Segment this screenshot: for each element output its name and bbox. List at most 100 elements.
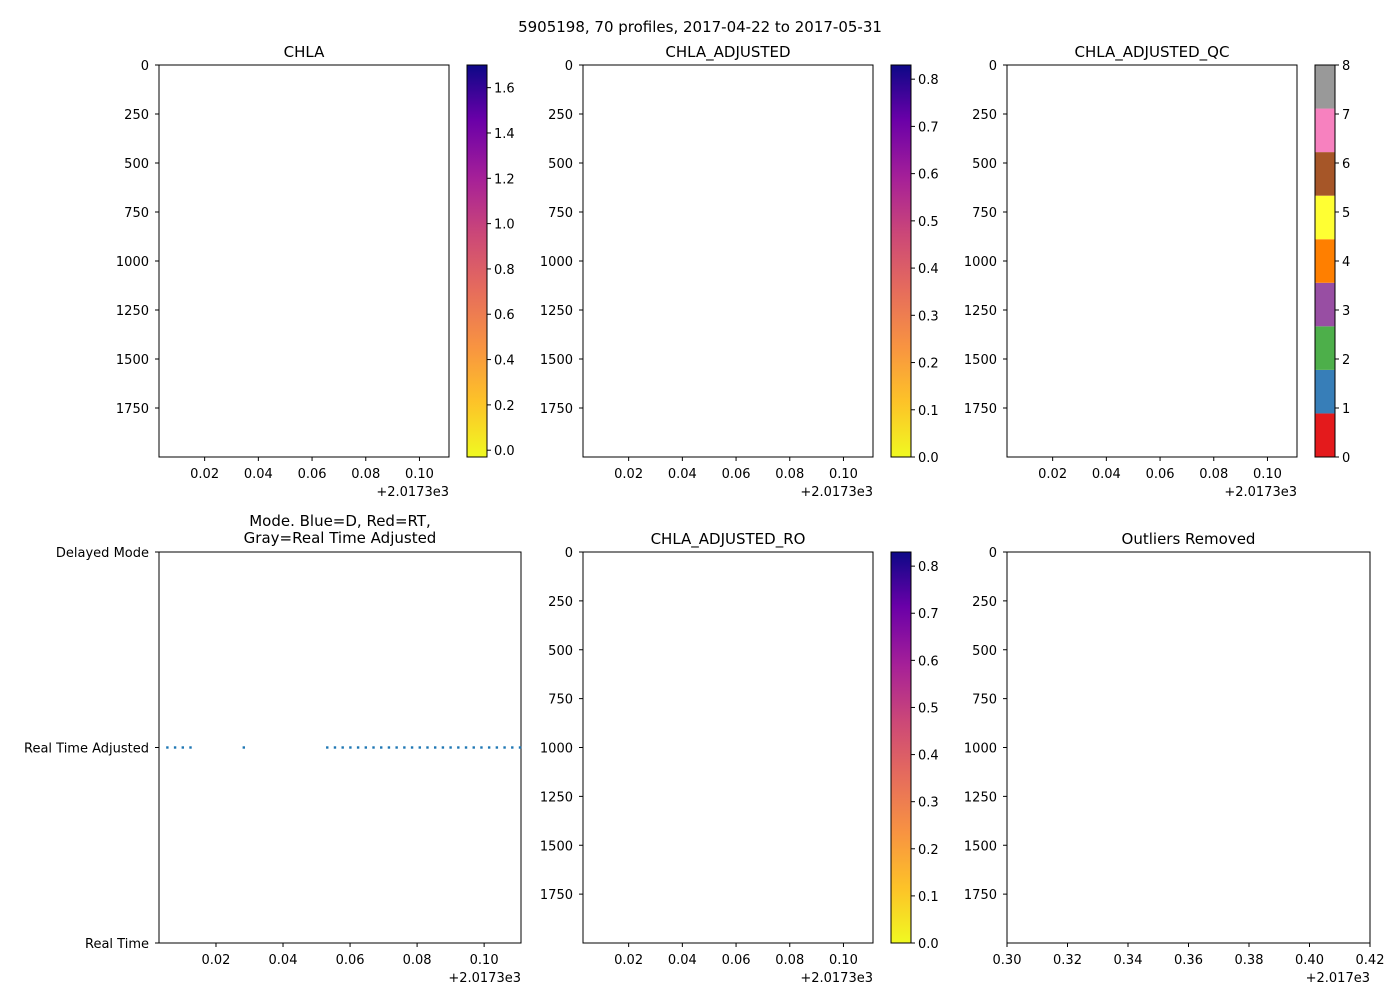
chla_adjusted_qc-colorbar-tick-label: 7 (1342, 108, 1350, 123)
chla_adjusted_qc-y-tick-label: 0 (989, 59, 997, 74)
chla_adjusted-colorbar-tick-label: 0.4 (918, 262, 939, 277)
chla_adjusted_ro-colorbar-tick-label: 0.5 (918, 701, 939, 716)
mode-point (426, 746, 429, 749)
chla_adjusted_ro-y-tick-label: 1250 (540, 790, 573, 805)
chla_adjusted-title: CHLA_ADJUSTED (665, 43, 790, 62)
chla_adjusted_ro-y-tick-label: 1000 (540, 742, 573, 757)
chla_adjusted_ro-colorbar-tick-label: 0.6 (918, 654, 939, 669)
mode-point (511, 746, 514, 749)
chla_adjusted_qc-y-tick-label: 1750 (964, 402, 997, 417)
chla_adjusted-colorbar-gradient (891, 65, 911, 457)
chla_adjusted-y-tick-label: 1500 (540, 353, 573, 368)
outliers_removed-x-tick-label: 0.30 (993, 953, 1022, 968)
outliers_removed-y-tick-label: 1750 (964, 888, 997, 903)
outliers_removed-y-tick-label: 1500 (964, 839, 997, 854)
outliers_removed-y-tick-label: 1250 (964, 790, 997, 805)
chla-x-tick-label: 0.04 (244, 467, 273, 482)
chla_adjusted_qc-colorbar-segment (1315, 326, 1335, 370)
outliers_removed-title: Outliers Removed (1122, 530, 1256, 548)
chla_adjusted_qc-colorbar-tick-label: 8 (1342, 59, 1350, 74)
chla_adjusted-plot-area (582, 64, 874, 458)
chla_adjusted_qc-y-tick-label: 1000 (964, 255, 997, 270)
mode-point (480, 746, 483, 749)
chla-colorbar-tick-label: 0.6 (494, 308, 515, 323)
chla_adjusted-x-tick-label: 0.08 (775, 467, 804, 482)
chla_adjusted-colorbar-tick-label: 0.3 (918, 309, 939, 324)
chla-y-tick-label: 750 (124, 206, 149, 221)
mode-point (495, 746, 499, 749)
chla_adjusted-colorbar-tick-label: 0.7 (918, 120, 939, 135)
chla_adjusted-colorbar-tick-label: 0.0 (918, 451, 939, 466)
chla_adjusted_qc-y-tick-label: 1250 (964, 304, 997, 319)
outliers_removed-x-tick-label: 0.36 (1174, 953, 1203, 968)
chla_adjusted_ro-y-tick-label: 500 (548, 644, 573, 659)
mode-point (380, 746, 383, 749)
chla_adjusted_qc-colorbar-tick-label: 0 (1342, 451, 1350, 466)
chla_adjusted_qc-colorbar-segment (1315, 195, 1335, 240)
mode-point (503, 746, 506, 749)
chla-y-tick-label: 250 (124, 108, 149, 123)
chla_adjusted_ro-y-tick-label: 250 (548, 595, 573, 610)
mode-x-tick-label: 0.02 (202, 953, 231, 968)
chla_adjusted_qc-x-tick-label: 0.08 (1199, 467, 1228, 482)
outliers_removed-x-tick-label: 0.34 (1114, 953, 1143, 968)
chla-x-tick-label: 0.10 (405, 467, 434, 482)
chla_adjusted_ro-title: CHLA_ADJUSTED_RO (651, 530, 806, 549)
mode-x-tick-label: 0.06 (336, 953, 365, 968)
chla-colorbar-tick-label: 1.6 (494, 82, 515, 97)
mode-x-offset-label: +2.0173e3 (448, 971, 521, 986)
mode-point (356, 746, 360, 749)
mode-y-tick-label: Real Time Adjusted (24, 742, 149, 757)
chla_adjusted_qc-y-tick-label: 1500 (964, 353, 997, 368)
chla-x-tick-label: 0.06 (298, 467, 327, 482)
chla-plot-area (158, 64, 450, 458)
chla_adjusted-x-tick-label: 0.10 (829, 467, 858, 482)
outliers_removed-y-tick-label: 250 (972, 595, 997, 610)
chla_adjusted-y-tick-label: 0 (565, 59, 573, 74)
chla_adjusted-y-tick-label: 750 (548, 206, 573, 221)
mode-title-line: Mode. Blue=D, Red=RT, (249, 512, 431, 530)
chla-y-tick-label: 1500 (116, 353, 149, 368)
chla-colorbar-frame (466, 64, 488, 458)
chla_adjusted_qc-y-tick-label: 500 (972, 157, 997, 172)
outliers_removed-y-tick-label: 500 (972, 644, 997, 659)
chla_adjusted_qc-y-tick-label: 750 (972, 206, 997, 221)
chla_adjusted_qc-panel: CHLA_ADJUSTED_QC 0.02 0.04 0.06 0.08 0.10 +2.0… (964, 43, 1350, 500)
chla_adjusted_qc-colorbar-segment (1315, 152, 1335, 196)
mode-point (487, 746, 491, 749)
mode-point (387, 746, 391, 749)
chla-x-offset-label: +2.0173e3 (376, 485, 449, 500)
chla_adjusted_ro-x-offset-label: +2.0173e3 (800, 971, 873, 986)
mode-point (333, 746, 337, 749)
chla_adjusted_ro-colorbar-tick-label: 0.1 (918, 890, 939, 905)
mode-point (518, 746, 522, 749)
chla_adjusted_qc-x-tick-label: 0.10 (1253, 467, 1282, 482)
chla-y-tick-label: 1750 (116, 402, 149, 417)
chla-colorbar-tick-label: 1.2 (494, 172, 515, 187)
mode-plot-area (158, 551, 522, 944)
chla_adjusted-colorbar-tick-label: 0.6 (918, 168, 939, 183)
chla-y-tick-label: 500 (124, 157, 149, 172)
chla_adjusted-x-offset-label: +2.0173e3 (800, 485, 873, 500)
chla_adjusted_ro-colorbar-tick-label: 0.4 (918, 749, 939, 764)
chla_adjusted_qc-x-tick-label: 0.06 (1146, 467, 1175, 482)
mode-point (173, 746, 177, 749)
chla_adjusted_ro-colorbar-tick-label: 0.0 (918, 937, 939, 952)
chla_adjusted_qc-colorbar-tick-label: 1 (1342, 402, 1350, 417)
mode-point (472, 746, 475, 749)
mode-point (372, 746, 375, 749)
chla_adjusted-colorbar-tick-label: 0.1 (918, 404, 939, 419)
chla_adjusted_qc-colorbar-tick-label: 2 (1342, 353, 1350, 368)
mode-point (242, 746, 246, 749)
chla-colorbar-gradient (467, 65, 487, 457)
chla-y-tick-label: 0 (141, 59, 149, 74)
mode-point (189, 746, 192, 749)
chla_adjusted-y-tick-label: 1750 (540, 402, 573, 417)
chla_adjusted_ro-panel: CHLA_ADJUSTED_RO0.02 0.04 0.06 0.08 0.10+2.0… (540, 530, 939, 986)
mode-point (341, 746, 344, 749)
mode-y-tick-label: Delayed Mode (56, 546, 149, 561)
mode-point (349, 746, 352, 749)
chla-x-tick-label: 0.02 (190, 467, 219, 482)
mode-point (395, 746, 398, 749)
